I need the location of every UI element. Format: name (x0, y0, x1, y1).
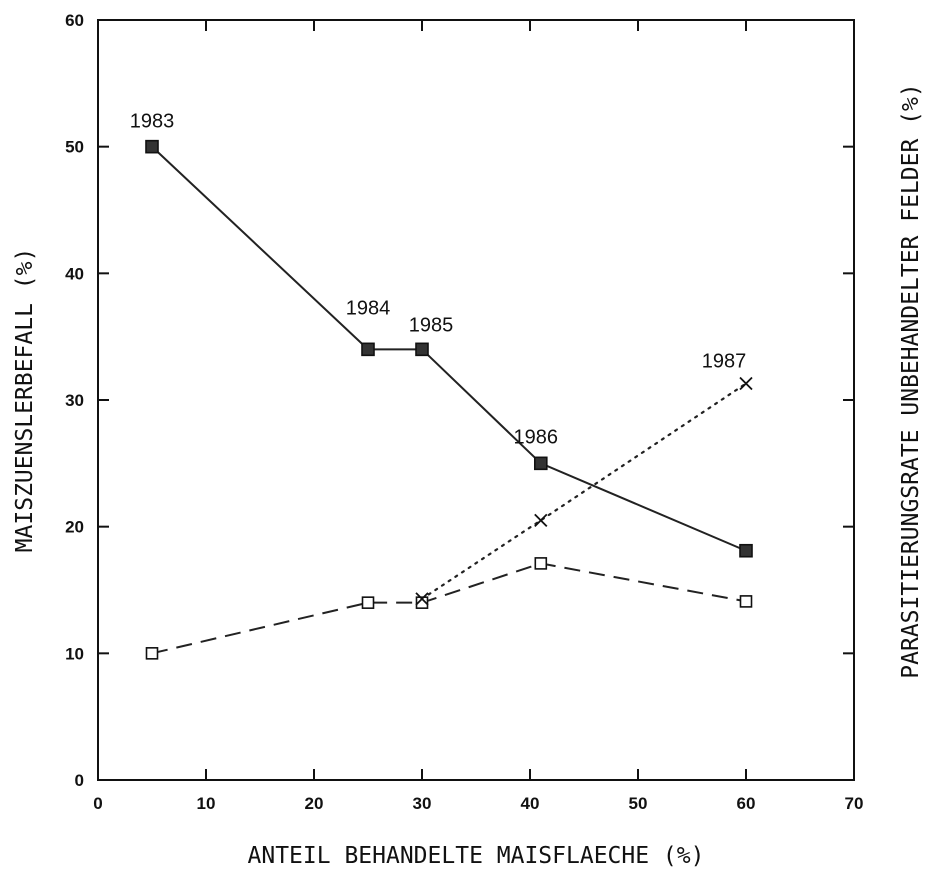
cross-stroke (739, 376, 753, 391)
marker-layer (145, 139, 753, 660)
y2-axis-title: PARASITIERUNGSRATE UNBEHANDELTER FELDER … (898, 83, 924, 678)
data-point-cross (415, 592, 429, 606)
x-tick-label: 0 (93, 794, 102, 813)
data-point-filled-square (533, 456, 548, 471)
x-tick-label: 30 (413, 794, 432, 813)
cross-stroke (534, 513, 548, 527)
data-point-filled-square (361, 342, 375, 357)
x-tick-label: 10 (197, 794, 216, 813)
y-tick-label: 60 (65, 11, 84, 30)
year-annotation: 1987 (702, 351, 747, 373)
data-point-open-square (415, 596, 429, 609)
x-tick-label: 70 (845, 794, 864, 813)
x-tick-label: 60 (737, 794, 756, 813)
year-annotation: 1985 (409, 314, 454, 336)
y-tick-label: 10 (65, 644, 84, 663)
y-tick-label: 50 (65, 138, 84, 157)
data-point-filled-square (415, 342, 429, 357)
y-tick-label: 40 (65, 264, 84, 283)
y-tick-label: 0 (75, 771, 84, 790)
axis-ticks: 0 10 20 30 40 50 60 70 0 10 20 30 40 50 60 (65, 11, 863, 813)
y-tick-label: 20 (65, 518, 84, 537)
data-point-filled-square (739, 543, 753, 558)
series-line-dotted (420, 382, 748, 600)
year-annotation: 1986 (514, 426, 559, 448)
series-line-dashed (151, 562, 747, 655)
x-tick-label: 20 (305, 794, 324, 813)
x-tick-label: 50 (629, 794, 648, 813)
data-point-open-square (739, 595, 753, 608)
annotation-layer: 1983 1984 1985 1986 1987 (130, 111, 747, 449)
data-point-open-square (361, 596, 375, 609)
series-layer (151, 145, 748, 655)
data-point-filled-square (145, 139, 159, 154)
data-point-open-square (534, 557, 548, 570)
data-point-cross (534, 513, 548, 527)
x-axis-title: ANTEIL BEHANDELTE MAISFLAECHE (%) (248, 843, 705, 869)
series-line-solid (151, 145, 747, 552)
cross-stroke (415, 592, 429, 606)
y-tick-label: 30 (65, 391, 84, 410)
year-annotation: 1984 (346, 297, 391, 319)
data-point-cross (739, 376, 753, 391)
data-point-open-square (145, 647, 159, 660)
y-axis-title: MAISZUENSLERBEFALL (%) (12, 248, 38, 553)
x-tick-label: 40 (521, 794, 540, 813)
year-annotation: 1983 (130, 111, 175, 133)
